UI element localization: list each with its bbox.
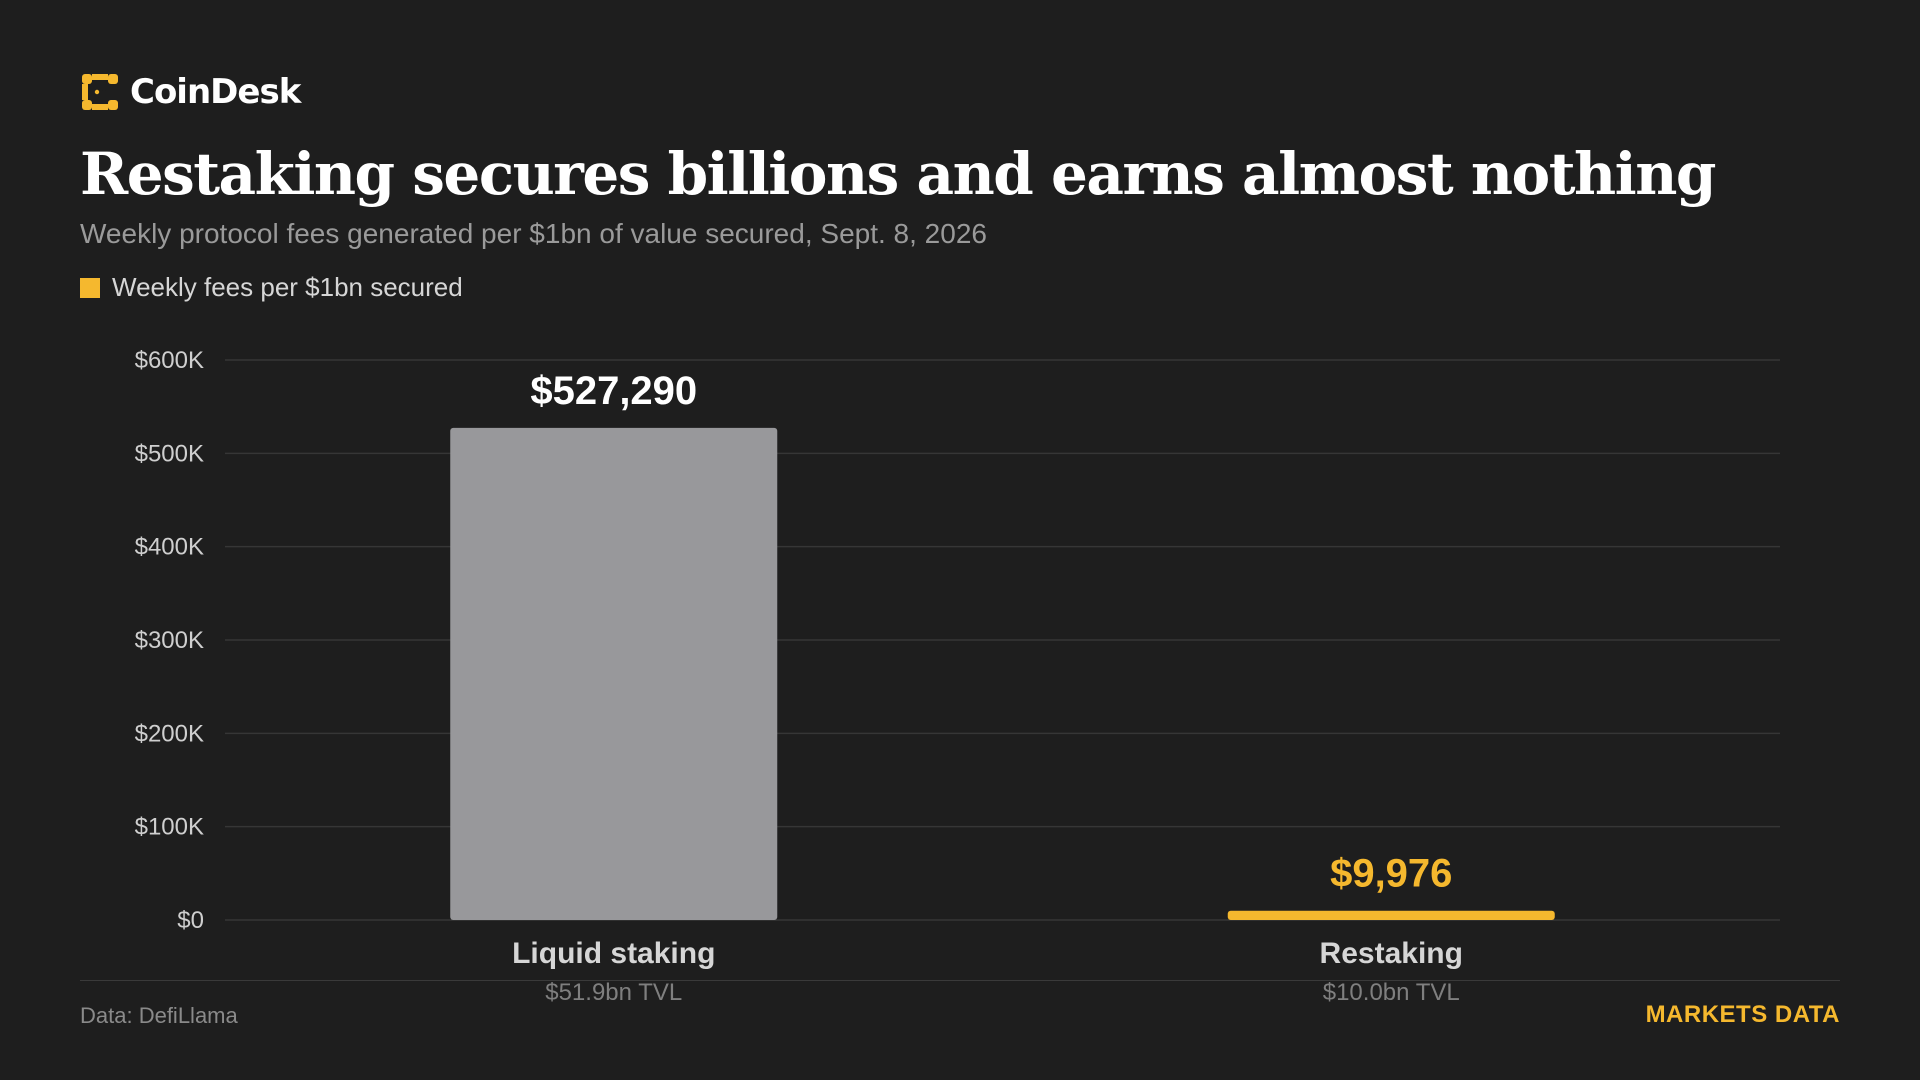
y-tick-label: $300K (135, 627, 204, 654)
bar (450, 427, 778, 920)
y-tick-label: $0 (177, 907, 204, 934)
bar-labels: $527,290 $9,976 (530, 369, 1452, 896)
bars (450, 427, 1555, 920)
x-axis-ticks: Liquid staking $51.9bn TVL Restaking $10.0b… (512, 937, 1463, 1006)
y-tick-label: $500K (135, 440, 204, 467)
y-tick-label: $600K (135, 347, 204, 374)
brand-logo: CoinDesk (80, 72, 301, 112)
y-tick-label: $100K (135, 814, 204, 841)
bar-value-label: $527,290 (530, 369, 697, 413)
chart-subtitle: Weekly protocol fees generated per $1bn … (80, 218, 987, 249)
chart-legend: Weekly fees per $1bn secured (80, 272, 463, 303)
legend-swatch (80, 277, 100, 298)
markets-data-tag: MARKETS DATA (1645, 1001, 1840, 1028)
x-tick-sublabel: $51.9bn TVL (545, 979, 682, 1006)
x-tick-sublabel: $10.0bn TVL (1323, 979, 1460, 1006)
y-axis-ticks: $0 $100K $200K $300K $400K $500K $600K (135, 347, 204, 934)
x-tick-label: Liquid staking (512, 937, 715, 970)
y-tick-label: $400K (135, 534, 204, 561)
x-tick-label: Restaking (1320, 937, 1463, 970)
footer-divider (80, 980, 1840, 981)
coindesk-logo-icon (82, 74, 118, 110)
y-tick-label: $200K (135, 720, 204, 747)
chart-title: Restaking secures billions and earns alm… (80, 140, 1716, 208)
data-source: Data: DefiLlama (80, 1003, 238, 1028)
bar (1227, 910, 1555, 920)
legend-label: Weekly fees per $1bn secured (112, 272, 463, 302)
bar-value-label: $9,976 (1330, 852, 1452, 896)
brand-name: CoinDesk (130, 72, 301, 112)
